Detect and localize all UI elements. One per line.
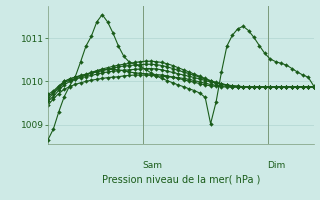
Text: Sam: Sam [143, 161, 163, 170]
Text: Pression niveau de la mer( hPa ): Pression niveau de la mer( hPa ) [102, 174, 260, 184]
Text: Dim: Dim [268, 161, 286, 170]
